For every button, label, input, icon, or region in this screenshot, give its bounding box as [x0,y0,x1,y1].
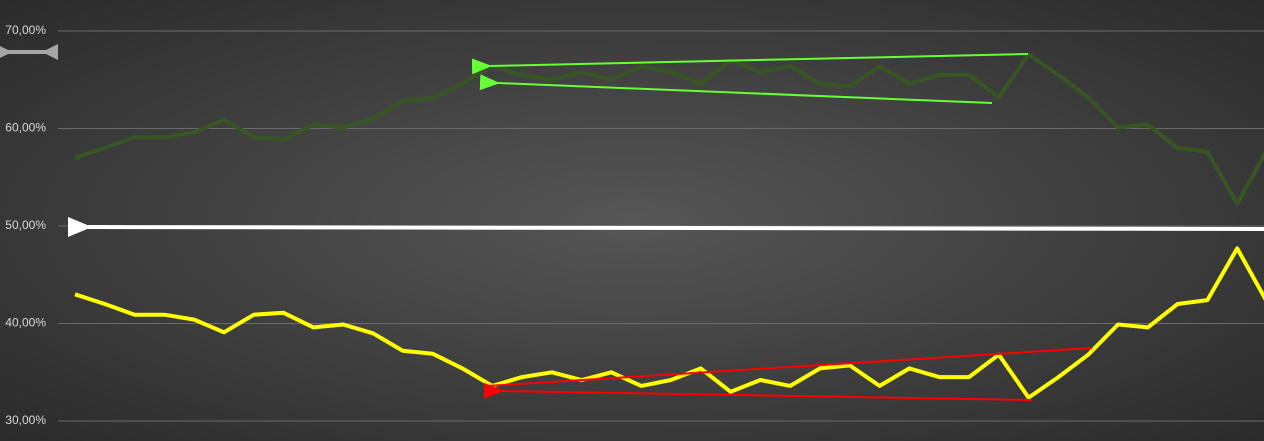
red-arrow [483,382,1033,401]
green-arrow [471,53,1029,75]
y-tick-label: 70,00% [5,23,46,37]
white-arrow [67,216,1264,237]
green-arrow [479,74,993,104]
red-line [486,347,1093,387]
y-tick-label: 40,00% [5,316,46,330]
series-line [74,52,1264,206]
series-line [74,246,1264,400]
y-tick-label: 30,00% [5,413,46,427]
annotations [0,44,1264,401]
y-tick-label: 60,00% [5,121,46,135]
y-tick-label: 50,00% [5,218,46,232]
lines [74,52,1264,400]
